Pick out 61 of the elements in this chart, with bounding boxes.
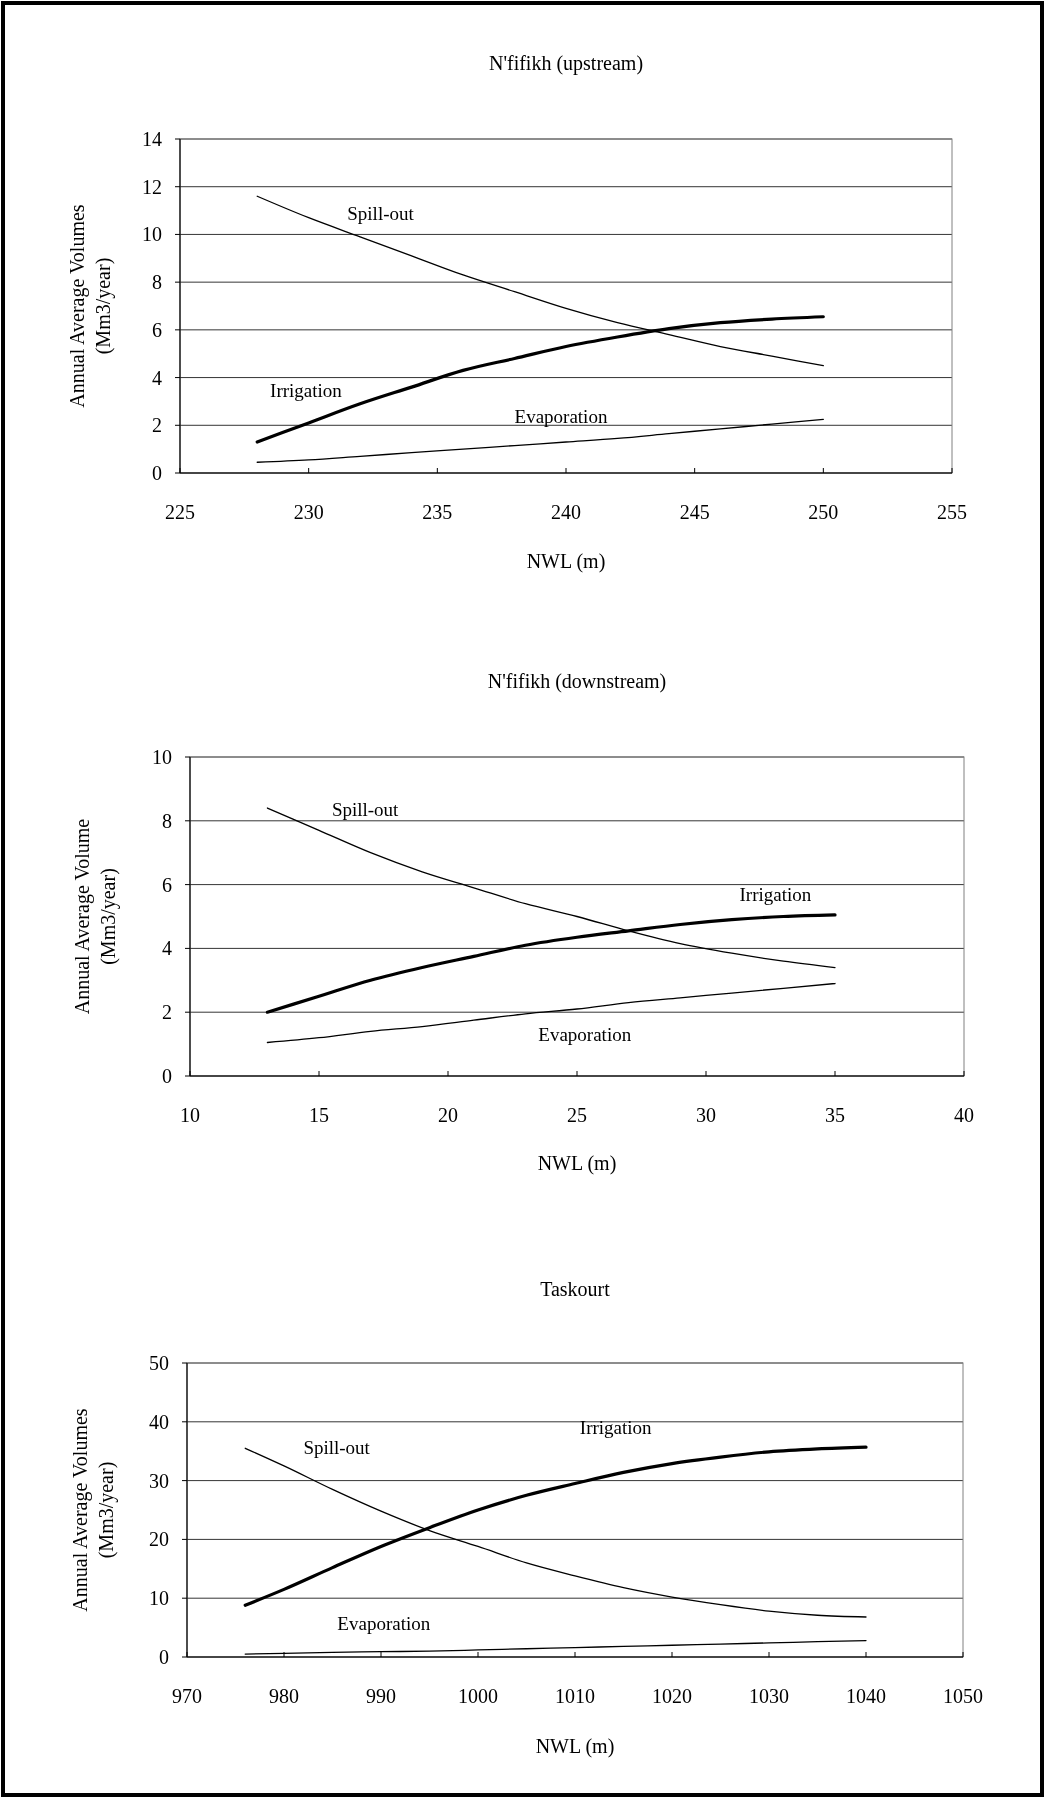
x-axis-title: NWL (m) xyxy=(537,1152,617,1175)
x-tick-label: 35 xyxy=(825,1104,845,1126)
x-tick-label: 25 xyxy=(567,1104,587,1126)
x-tick-label: 1040 xyxy=(846,1685,886,1707)
y-axis-title: Annual Average Volumes (Mm3/year) xyxy=(69,1408,118,1612)
x-tick-label: 225 xyxy=(165,501,195,523)
y-tick-label: 8 xyxy=(152,271,162,294)
y-tick-label: 50 xyxy=(149,1352,169,1374)
y-tick-label: 14 xyxy=(142,128,162,150)
y-tick-label: 4 xyxy=(162,937,172,960)
x-tick-label: 245 xyxy=(679,501,710,523)
y-tick-label: 0 xyxy=(159,1646,169,1668)
y-axis-title: Annual Average Volume (Mm3/year) xyxy=(71,818,120,1015)
y-tick-label: 4 xyxy=(152,366,162,389)
y-axis-title: Annual Average Volumes (Mm3/year) xyxy=(66,204,115,408)
y-tick-label: 0 xyxy=(162,1065,172,1087)
x-tick-label: 40 xyxy=(954,1104,974,1126)
y-tick-label: 30 xyxy=(149,1469,169,1492)
x-tick-label: 970 xyxy=(172,1685,202,1707)
y-tick-label: 8 xyxy=(162,809,172,832)
y-tick-label: 0 xyxy=(152,462,162,484)
y-tick-label: 12 xyxy=(142,175,162,198)
y-tick-label: 10 xyxy=(142,223,162,246)
y-tick-label: 10 xyxy=(152,746,172,768)
y-tick-label: 6 xyxy=(152,318,162,341)
series-label: Spill-out xyxy=(331,799,400,821)
x-tick-label: 20 xyxy=(438,1104,458,1126)
x-tick-label: 30 xyxy=(696,1104,716,1126)
series-label: Evaporation xyxy=(514,405,608,427)
x-tick-label: 990 xyxy=(366,1685,396,1707)
y-tick-label: 10 xyxy=(149,1587,169,1610)
x-tick-label: 1030 xyxy=(749,1685,789,1707)
x-tick-label: 10 xyxy=(180,1104,200,1126)
x-tick-label: 980 xyxy=(269,1685,299,1707)
x-tick-label: 230 xyxy=(293,501,324,523)
y-tick-label: 6 xyxy=(162,873,172,896)
x-tick-label: 240 xyxy=(551,501,581,523)
x-tick-label: 255 xyxy=(937,501,967,523)
y-tick-label: 20 xyxy=(149,1528,169,1551)
x-tick-label: 1020 xyxy=(652,1685,692,1707)
x-axis-title: NWL (m) xyxy=(535,1735,615,1758)
series-label: Irrigation xyxy=(270,379,343,401)
x-tick-label: 235 xyxy=(422,501,453,523)
series-label: Spill-out xyxy=(303,1437,371,1459)
series-label: Evaporation xyxy=(538,1023,632,1045)
x-tick-label: 1050 xyxy=(943,1685,983,1707)
series-label: Irrigation xyxy=(739,883,812,905)
x-tick-label: 1010 xyxy=(555,1685,595,1707)
x-tick-label: 1000 xyxy=(458,1685,498,1707)
y-tick-label: 40 xyxy=(149,1410,169,1433)
x-tick-label: 250 xyxy=(808,501,839,523)
y-tick-label: 2 xyxy=(152,414,162,437)
chart-title: N'fifikh (downstream) xyxy=(487,670,667,693)
series-label: Irrigation xyxy=(579,1416,653,1438)
series-label: Spill-out xyxy=(347,203,415,225)
x-tick-label: 15 xyxy=(309,1104,329,1126)
chart-title: Taskourt xyxy=(540,1278,611,1300)
chart-title: N'fifikh (upstream) xyxy=(488,52,644,75)
x-axis-title: NWL (m) xyxy=(526,550,606,573)
y-tick-label: 2 xyxy=(162,1001,172,1024)
series-label: Evaporation xyxy=(337,1612,431,1634)
